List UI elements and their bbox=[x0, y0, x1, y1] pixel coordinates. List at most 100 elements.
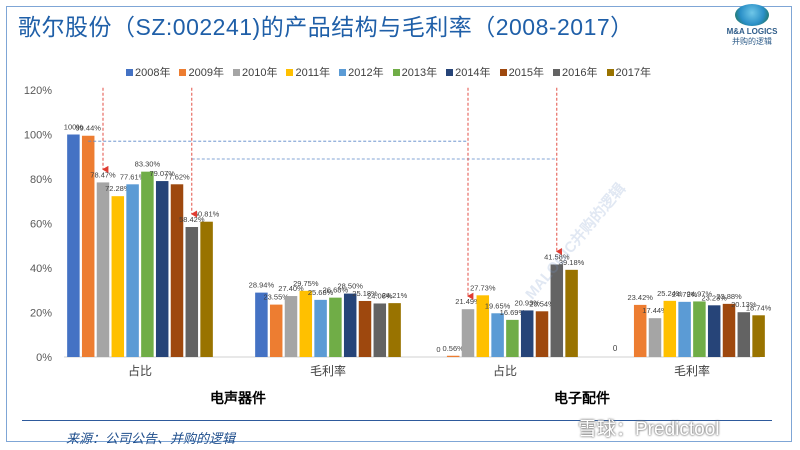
bar bbox=[255, 292, 268, 357]
data-label: 100% bbox=[64, 123, 84, 132]
legend-item: 2017年 bbox=[606, 64, 652, 80]
data-label: 20.54% bbox=[529, 299, 555, 308]
bar bbox=[722, 303, 736, 357]
legend-label: 2017年 bbox=[615, 67, 652, 79]
logo-globe-icon bbox=[735, 4, 769, 26]
legend-swatch bbox=[179, 68, 187, 76]
bar bbox=[284, 296, 298, 357]
y-tick-label: 100% bbox=[24, 130, 52, 142]
legend-item: 2015年 bbox=[499, 64, 545, 80]
bar bbox=[329, 297, 342, 357]
logo-text-en: M&A LOGICS bbox=[726, 27, 778, 36]
legend-swatch bbox=[392, 68, 400, 76]
legend-label: 2009年 bbox=[188, 67, 224, 79]
data-label: 27.73% bbox=[470, 283, 496, 292]
legend-swatch bbox=[446, 68, 454, 76]
data-label: 17.44% bbox=[642, 306, 668, 315]
chart-legend: 2008年 2009年 2010年 2011年 2012年 2013年 2014年 2015年… bbox=[126, 64, 651, 80]
bar bbox=[126, 184, 139, 357]
y-tick-label: 20% bbox=[30, 308, 52, 320]
bar bbox=[752, 315, 765, 357]
bar bbox=[314, 299, 327, 357]
footer-divider bbox=[22, 420, 772, 421]
data-label: 99.44% bbox=[75, 124, 101, 133]
data-label: 72.28% bbox=[105, 184, 131, 193]
bar bbox=[565, 269, 578, 357]
y-tick-label: 60% bbox=[30, 219, 52, 231]
legend-swatch bbox=[232, 68, 240, 76]
watermark-brand: 雪球：Predictool bbox=[578, 419, 720, 440]
bar bbox=[737, 312, 751, 357]
data-label: 25.68% bbox=[308, 288, 334, 297]
legend-label: 2016年 bbox=[562, 67, 598, 79]
bar bbox=[388, 303, 401, 357]
bar bbox=[185, 227, 199, 357]
legend-item: 2011年 bbox=[286, 64, 330, 80]
bar bbox=[707, 305, 721, 357]
logo-text-cn: 并购的逻辑 bbox=[732, 37, 772, 46]
legend-label: 2008年 bbox=[135, 67, 171, 79]
x-category-label: 占比 bbox=[128, 363, 152, 378]
data-label: 23.55% bbox=[263, 293, 289, 302]
data-label: 78.47% bbox=[90, 170, 116, 179]
legend-item: 2012年 bbox=[339, 64, 384, 80]
bar bbox=[299, 290, 313, 357]
bar bbox=[506, 319, 519, 357]
data-label: 79.07% bbox=[149, 169, 175, 178]
legend-label: 2011年 bbox=[295, 67, 331, 79]
bar bbox=[663, 300, 677, 357]
group-title-accessories: 电子配件 bbox=[554, 390, 610, 406]
legend-label: 2010年 bbox=[241, 67, 278, 79]
legend-swatch bbox=[286, 68, 294, 76]
bar bbox=[269, 304, 283, 357]
legend-label: 2014年 bbox=[455, 67, 491, 79]
legend-label: 2012年 bbox=[348, 67, 384, 79]
bar bbox=[633, 304, 647, 357]
data-label: 23.42% bbox=[627, 293, 653, 302]
data-label: 83.30% bbox=[135, 160, 161, 169]
data-label: 25.18% bbox=[352, 289, 378, 298]
data-label: 29.75% bbox=[293, 279, 319, 288]
data-label: 24.97% bbox=[687, 289, 713, 298]
data-label: 0 bbox=[613, 344, 618, 353]
legend-label: 2015年 bbox=[508, 67, 545, 79]
data-label: 23.88% bbox=[716, 292, 742, 301]
data-label: 58.42% bbox=[179, 215, 205, 224]
bar bbox=[141, 171, 154, 357]
data-label: 23.23% bbox=[701, 293, 727, 302]
bar bbox=[155, 181, 169, 357]
data-label: 18.74% bbox=[746, 303, 772, 312]
data-label: 19.65% bbox=[485, 301, 511, 310]
data-label: 77.61% bbox=[120, 172, 146, 181]
y-tick-label: 0% bbox=[36, 352, 52, 364]
data-label: 20.93% bbox=[514, 298, 540, 307]
data-label: 39.18% bbox=[559, 258, 585, 267]
legend-item: 2008年 bbox=[126, 64, 170, 80]
bar bbox=[343, 293, 357, 357]
bar bbox=[96, 182, 110, 357]
x-category-label: 占比 bbox=[493, 363, 517, 378]
legend-swatch bbox=[553, 68, 561, 76]
x-category-label: 毛利率 bbox=[310, 363, 346, 378]
data-label: 0.56% bbox=[443, 344, 465, 353]
data-label: 60.81% bbox=[194, 210, 220, 219]
bar bbox=[373, 303, 387, 357]
legend-swatch bbox=[499, 68, 507, 76]
bar bbox=[111, 196, 125, 357]
data-label: 24.79% bbox=[672, 290, 698, 299]
bar bbox=[81, 135, 95, 357]
chart-title: 歌尔股份（SZ:002241)的产品结构与毛利率（2008-2017） bbox=[18, 14, 634, 40]
data-label: 28.94% bbox=[249, 281, 275, 290]
bar bbox=[200, 221, 213, 357]
legend-swatch bbox=[606, 68, 614, 76]
group-title-acoustic: 电声器件 bbox=[210, 390, 266, 406]
data-label: 0 bbox=[436, 345, 440, 354]
legend-item: 2013年 bbox=[392, 64, 437, 80]
bar bbox=[520, 310, 534, 357]
bar bbox=[67, 134, 80, 357]
bar bbox=[476, 295, 490, 357]
data-label: 21.49% bbox=[455, 297, 481, 306]
legend-item: 2014年 bbox=[446, 64, 491, 80]
legend-item: 2016年 bbox=[553, 64, 598, 80]
bar bbox=[648, 318, 662, 357]
